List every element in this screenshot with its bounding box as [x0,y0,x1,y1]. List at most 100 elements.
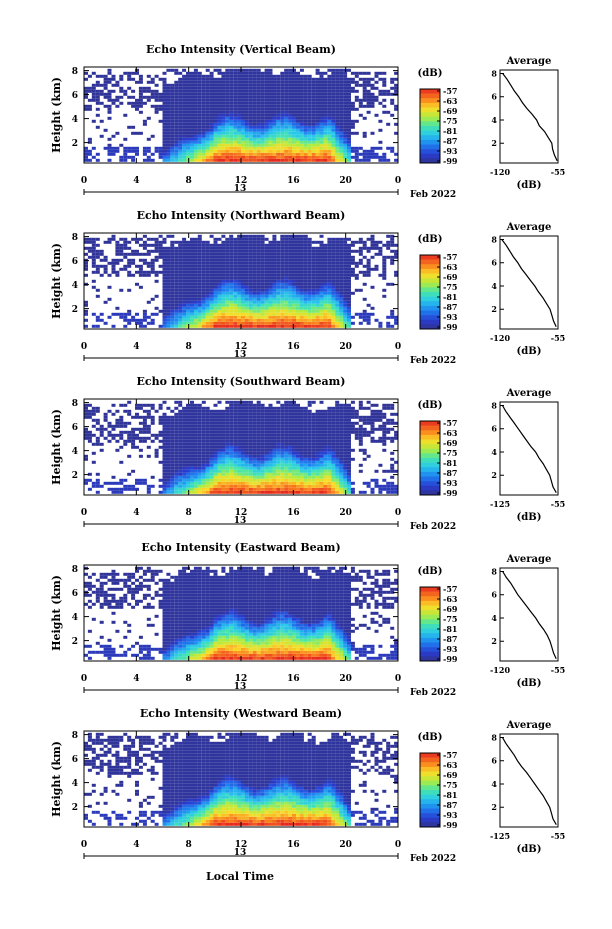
heatmap-cell [343,300,348,304]
heatmap-cell [394,270,399,274]
heatmap-cell [174,89,179,93]
heatmap-cell [303,315,308,319]
heatmap-cell [241,261,245,265]
heatmap-cell [154,448,159,452]
heatmap-cell [135,433,139,437]
heatmap-cell [323,137,328,141]
heatmap-cell [303,309,308,313]
heatmap-cell [170,484,175,488]
heatmap-cell [241,433,245,437]
heatmap-cell [217,264,222,268]
heatmap-cell [331,285,336,289]
heatmap-cell [162,143,167,147]
heatmap-cell [190,424,194,428]
heatmap-cell [190,101,194,105]
heatmap-cell [221,131,226,135]
heatmap-cell [343,110,348,114]
heatmap-cell [280,71,285,75]
heatmap-cell [213,237,218,241]
heatmap-cell [237,300,242,304]
heatmap-cell [229,400,234,404]
heatmap-cell [154,246,159,250]
heatmap-cell [370,131,375,135]
heatmap-cell [264,457,269,461]
heatmap-cell [119,312,124,316]
heatmap-cell [323,110,328,114]
heatmap-cell [296,288,300,292]
heatmap-cell [260,481,265,485]
heatmap-cell [123,478,128,482]
heatmap-cell [339,252,344,256]
heatmap-cell [193,125,198,129]
heatmap-cell [264,490,269,494]
heatmap-cell [142,403,147,407]
heatmap-cell [319,86,324,90]
heatmap-cell [91,95,96,99]
panel-3: Echo Intensity (Southward Beam)2468Heigh… [50,375,565,532]
heatmap-cell [209,276,214,280]
heatmap-cell [299,122,304,126]
heatmap-cell [127,95,132,99]
heatmap-cell [162,107,167,111]
heatmap-cell [244,255,249,259]
heatmap-cell [358,158,363,162]
heatmap-cell [119,460,124,464]
heatmap-cell [225,427,230,431]
heatmap-cell [260,433,265,437]
heatmap-cell [311,86,316,90]
heatmap-cell [323,143,328,147]
heatmap-cell [225,89,230,93]
heatmap-cell [276,300,281,304]
heatmap-cell [170,421,175,425]
heatmap-cell [248,484,253,488]
heatmap-cell [260,273,265,277]
heatmap-cell [347,122,351,126]
heatmap-cell [299,321,304,325]
heatmap-cell [217,110,222,114]
heatmap-cell [166,318,171,322]
heatmap-cell [87,439,92,443]
heatmap-cell [394,255,399,259]
heatmap-cell [166,92,171,96]
heatmap-cell [217,107,222,111]
heatmap-cell [103,95,108,99]
heatmap-cell [119,403,124,407]
heatmap-cell [217,460,222,464]
heatmap-cell [166,258,171,262]
heatmap-cell [343,122,348,126]
x-tick-label: 20 [339,342,352,352]
heatmap-cell [244,406,249,410]
heatmap-cell [272,98,277,102]
heatmap-cell [280,243,285,247]
heatmap-cell [138,104,143,108]
heatmap-cell [256,472,261,476]
heatmap-cell [350,119,355,123]
heatmap-cell [241,143,245,147]
heatmap-cell [205,107,210,111]
heatmap-cell [209,80,214,84]
heatmap-cell [213,143,218,147]
heatmap-cell [335,158,340,162]
heatmap-cell [170,418,175,422]
heatmap-cell [182,74,187,78]
heatmap-cell [158,155,163,159]
heatmap-cell [205,152,210,156]
heatmap-cell [193,442,198,446]
heatmap-cell [327,246,332,250]
heatmap-cell [229,77,234,81]
heatmap-cell [315,240,320,244]
heatmap-cell [339,276,344,280]
heatmap-cell [162,421,167,425]
heatmap-cell [323,152,328,156]
heatmap-cell [178,490,183,494]
heatmap-cell [280,273,285,277]
heatmap-cell [213,249,218,253]
heatmap-cell [343,324,348,328]
heatmap-cell [87,240,92,244]
heatmap-cell [221,318,226,322]
heatmap-cell [343,252,348,256]
heatmap-cell [260,424,265,428]
heatmap-cell [288,475,293,479]
heatmap-cell [244,400,249,404]
heatmap-cell [225,412,230,416]
